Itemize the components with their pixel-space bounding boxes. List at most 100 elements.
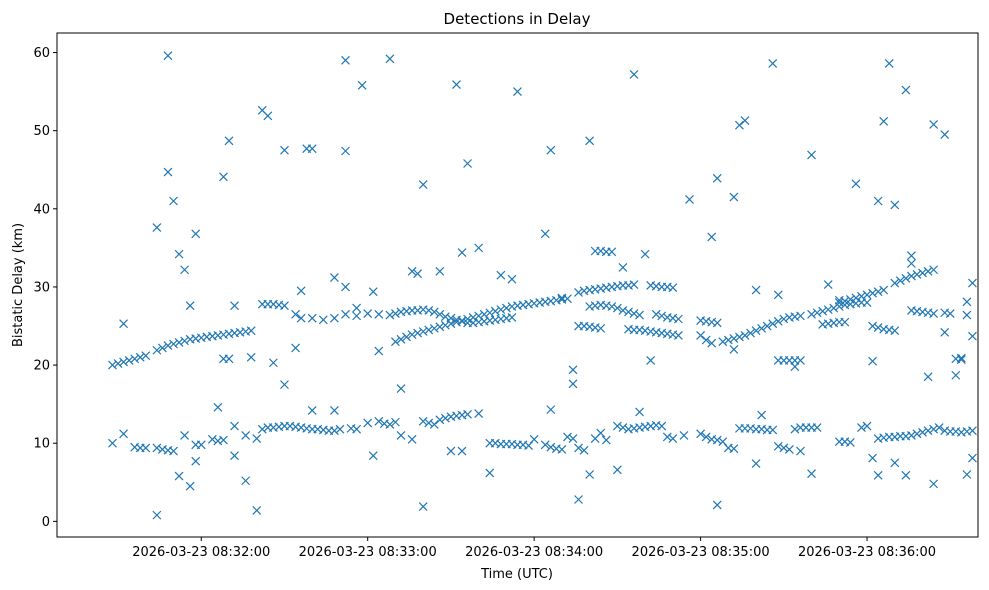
data-point	[352, 303, 362, 313]
data-point	[429, 420, 439, 429]
data-point	[574, 443, 583, 453]
data-point	[141, 351, 151, 361]
data-point	[490, 306, 500, 316]
data-point	[529, 434, 539, 444]
data-point	[246, 352, 256, 362]
data-point	[929, 309, 939, 318]
data-point	[962, 310, 972, 320]
data-point	[501, 303, 511, 313]
data-point	[746, 328, 755, 338]
data-point	[357, 80, 367, 90]
data-point	[124, 355, 134, 365]
data-point	[796, 446, 805, 456]
data-point	[929, 119, 939, 129]
data-point	[207, 434, 217, 444]
data-point	[773, 316, 783, 326]
data-point	[862, 421, 872, 431]
data-point	[624, 307, 633, 317]
data-point	[474, 409, 484, 418]
data-point	[341, 309, 350, 319]
data-point	[418, 502, 428, 511]
data-point	[868, 321, 878, 331]
data-point	[174, 338, 184, 347]
data-point	[873, 287, 883, 297]
data-point	[596, 323, 606, 333]
data-point	[368, 451, 378, 461]
data-point	[901, 470, 911, 480]
data-point	[435, 415, 445, 425]
data-point	[374, 416, 384, 426]
data-point	[468, 313, 478, 322]
data-point	[268, 358, 278, 368]
data-point	[657, 311, 667, 321]
data-point	[546, 405, 556, 415]
data-point	[474, 311, 484, 321]
data-point	[890, 326, 900, 336]
data-point	[257, 299, 267, 309]
data-point	[779, 443, 789, 453]
data-point	[429, 323, 439, 333]
data-point	[385, 54, 395, 64]
data-point	[629, 280, 639, 290]
x-tick-label: 2026-03-23 08:33:00	[299, 545, 437, 560]
data-point	[607, 247, 617, 257]
y-tick-label: 60	[33, 46, 50, 61]
data-point	[540, 440, 550, 450]
data-point	[402, 332, 411, 342]
data-point	[152, 223, 162, 232]
data-point	[618, 423, 628, 433]
data-point	[845, 438, 855, 447]
data-point	[735, 332, 744, 342]
data-point	[252, 506, 262, 515]
data-point	[712, 500, 722, 510]
data-point	[457, 316, 467, 325]
data-point	[440, 413, 450, 423]
data-point	[807, 150, 816, 160]
data-point	[740, 330, 750, 340]
data-point	[241, 430, 251, 440]
data-point	[707, 338, 717, 348]
y-tick-label: 30	[33, 280, 50, 295]
data-point	[169, 446, 178, 456]
data-point	[329, 273, 339, 283]
data-point	[768, 59, 778, 68]
data-point	[180, 430, 190, 440]
data-point	[696, 429, 706, 439]
data-point	[818, 306, 828, 316]
data-point	[901, 273, 911, 283]
data-point	[169, 196, 178, 206]
data-point	[246, 326, 256, 336]
data-point	[685, 195, 694, 204]
data-point	[457, 446, 467, 456]
data-point	[784, 445, 794, 454]
data-point	[568, 365, 578, 375]
x-axis-label: Time (UTC)	[480, 567, 553, 582]
data-point	[557, 445, 567, 454]
data-point	[923, 266, 933, 276]
data-point	[574, 495, 583, 504]
data-point	[196, 440, 206, 450]
data-point	[823, 280, 833, 290]
data-point	[762, 321, 772, 331]
data-point	[157, 343, 167, 353]
data-point	[912, 270, 922, 279]
x-tick-label: 2026-03-23 08:32:00	[132, 545, 270, 560]
data-point	[135, 352, 145, 362]
data-point	[696, 330, 706, 340]
data-point	[485, 308, 495, 318]
data-point	[307, 405, 317, 415]
data-point	[968, 331, 977, 341]
data-point	[585, 470, 595, 479]
data-point	[507, 313, 517, 322]
data-point	[180, 265, 190, 275]
data-point	[923, 372, 933, 382]
data-point	[851, 179, 861, 189]
data-point	[546, 145, 556, 155]
data-point	[890, 278, 900, 288]
data-point	[174, 249, 184, 259]
data-point	[396, 384, 406, 393]
data-point	[563, 432, 572, 442]
data-point	[496, 270, 506, 280]
data-point	[929, 265, 939, 275]
data-point	[618, 262, 628, 272]
